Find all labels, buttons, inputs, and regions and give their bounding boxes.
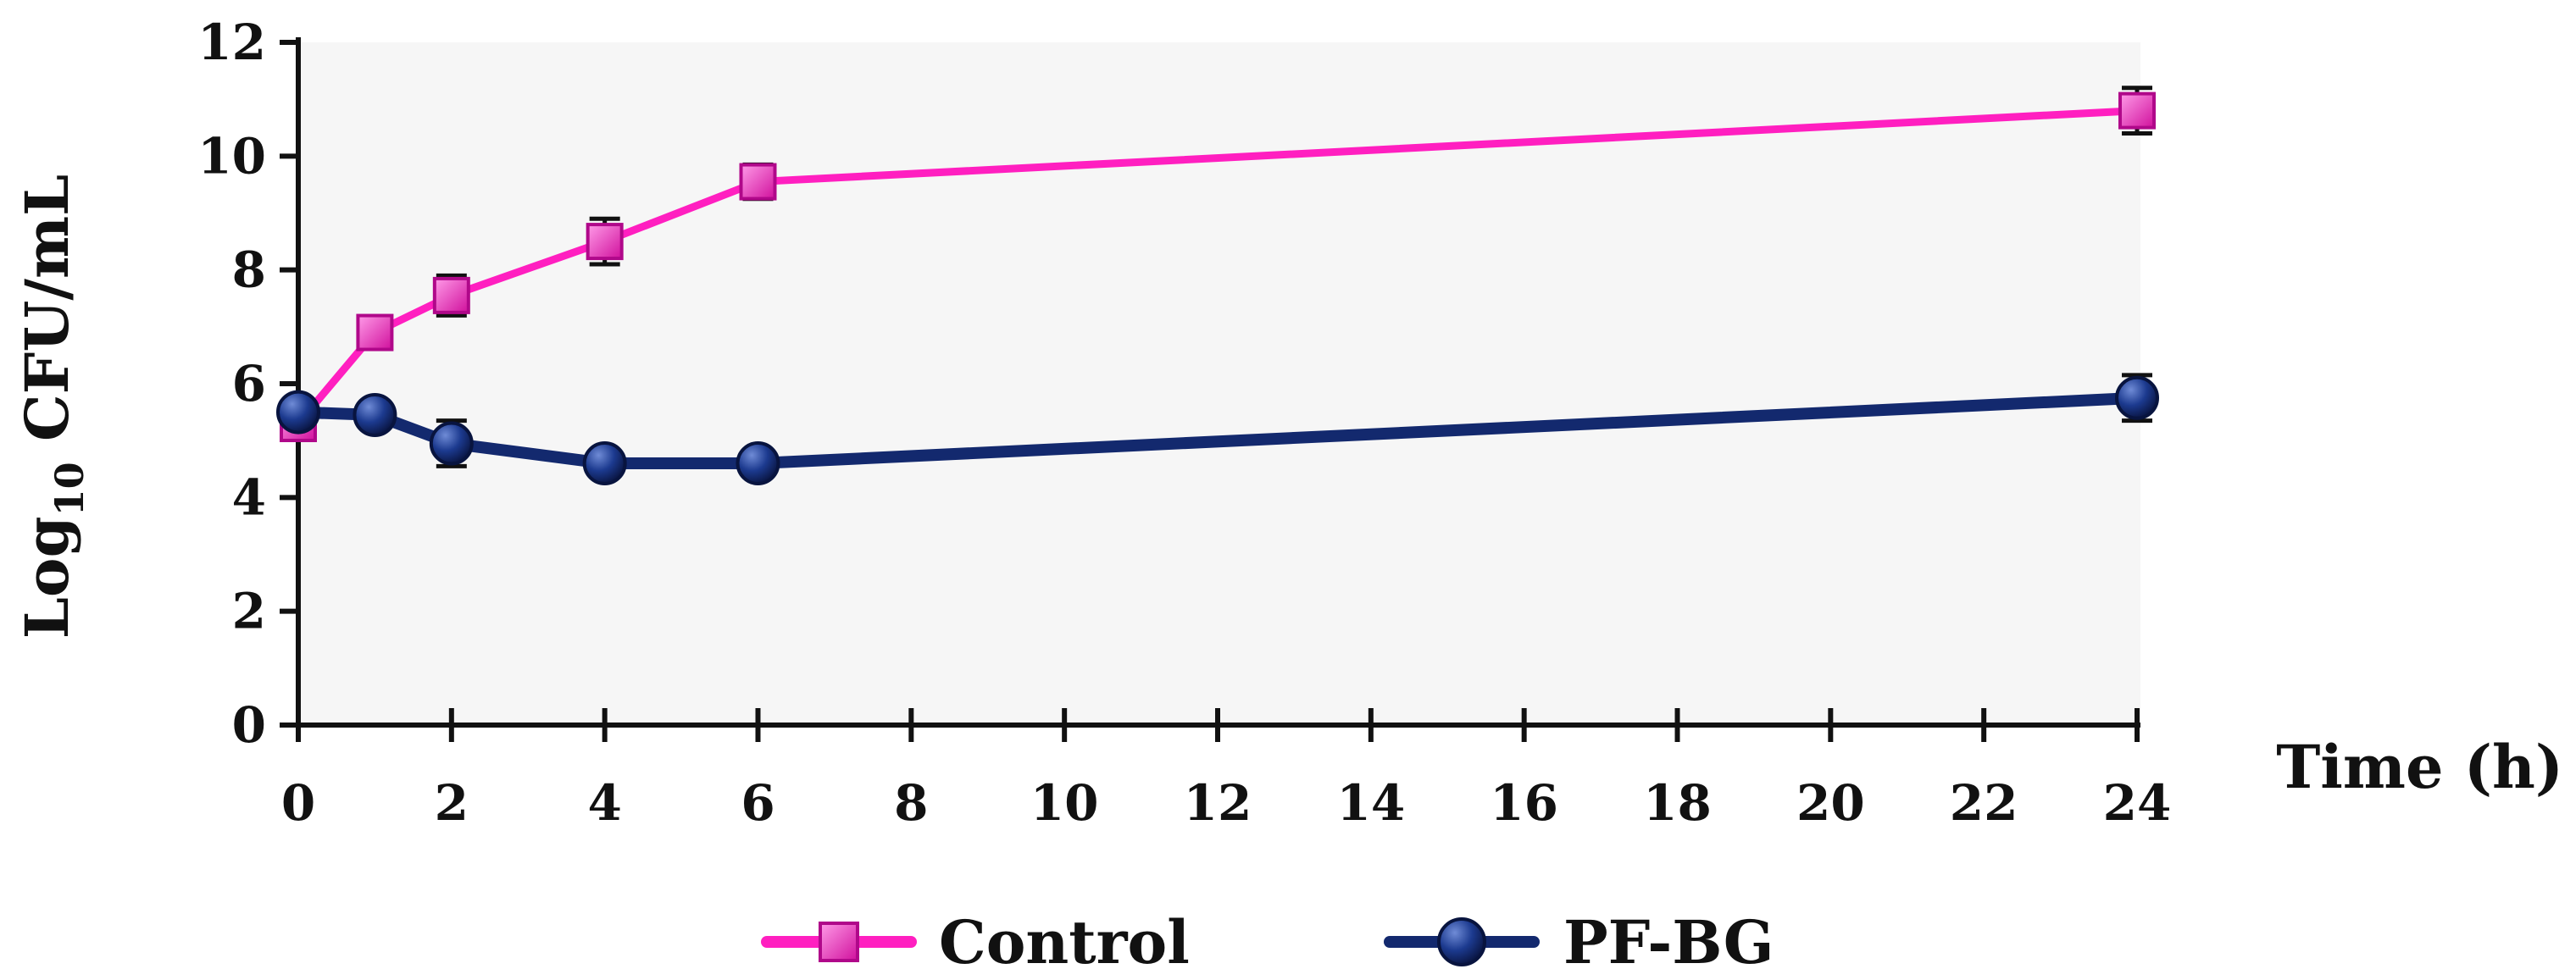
y-axis-title-subscript: 10: [47, 462, 92, 516]
y-axis-title: Log10 CFU/mL: [12, 174, 92, 639]
series-control: [280, 86, 2156, 443]
x-tick-label: 2: [435, 774, 469, 832]
y-tick-label: 10: [197, 127, 266, 185]
data-point-control: [586, 223, 624, 261]
x-tick-label: 14: [1336, 774, 1405, 832]
x-axis-title: Time (h): [2276, 732, 2563, 802]
legend-item-pf-bg: PF-BG: [1384, 907, 1774, 977]
series-layer: [276, 86, 2159, 486]
data-point-pf-bg: [353, 392, 397, 437]
data-point-pf-bg: [2115, 375, 2159, 420]
y-axis-title-suffix: CFU/mL: [12, 174, 82, 462]
legend-label-pf-bg: PF-BG: [1563, 907, 1774, 977]
legend-marker-control: [819, 922, 859, 962]
x-tick-label: 0: [281, 774, 315, 832]
data-point-pf-bg: [276, 390, 320, 435]
data-point-pf-bg: [582, 441, 627, 486]
x-tick-label: 8: [894, 774, 928, 832]
x-tick-label: 4: [587, 774, 621, 832]
legend: Control PF-BG: [761, 907, 1774, 977]
data-point-control: [739, 163, 777, 201]
data-point-pf-bg: [429, 421, 474, 466]
y-tick-label: 4: [232, 468, 266, 526]
y-tick-label: 0: [232, 696, 266, 754]
legend-item-control: Control: [761, 907, 1190, 977]
y-tick-label: 12: [197, 14, 266, 71]
x-tick-label: 22: [1950, 774, 2018, 832]
plot-area: [298, 42, 2140, 725]
y-tick-label: 8: [232, 241, 266, 299]
y-axis-title-prefix: Log: [12, 516, 82, 639]
data-point-control: [432, 276, 470, 314]
data-point-control: [2118, 91, 2156, 130]
y-tick-label: 2: [232, 583, 266, 640]
plot-background: [298, 42, 2140, 725]
x-tick-label: 20: [1796, 774, 1865, 832]
x-tick-label: 24: [2103, 774, 2172, 832]
series-pf-bg: [276, 373, 2159, 486]
x-tick-label: 12: [1184, 774, 1252, 832]
y-tick-label: 6: [232, 355, 266, 412]
x-tick-label: 6: [741, 774, 774, 832]
legend-label-control: Control: [939, 907, 1190, 977]
legend-marker-pf-bg: [1437, 917, 1486, 966]
x-tick-label: 16: [1490, 774, 1558, 832]
data-point-pf-bg: [736, 441, 780, 486]
x-tick-label: 10: [1030, 774, 1099, 832]
data-point-control: [356, 313, 394, 352]
x-tick-label: 18: [1643, 774, 1712, 832]
